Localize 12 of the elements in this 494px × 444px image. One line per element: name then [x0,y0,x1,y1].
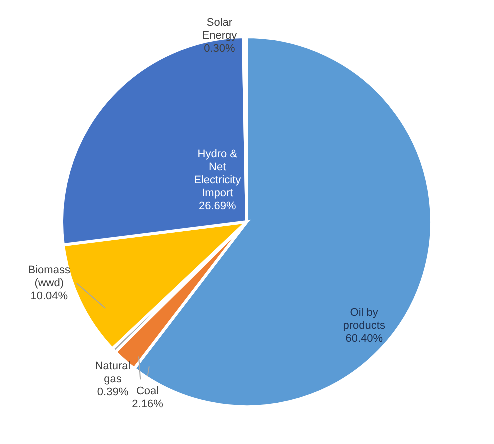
slice-label: Hydro & Net Electricity Import [194,148,242,200]
data-label: 60.40% [346,332,384,345]
slice-label: Biomass (wwd) [28,264,71,290]
data-label: 0.39% [97,386,129,399]
data-label: 0.30% [204,42,236,55]
slice-label: Solar Energy [202,16,238,42]
slice-label: Oil by products [343,306,386,332]
slice-label: Coal [136,386,160,398]
data-label: 2.16% [132,398,164,411]
data-label: 10.04% [30,290,68,303]
legend-label: Natural gas [95,360,131,386]
data-label: 26.69% [198,200,236,212]
